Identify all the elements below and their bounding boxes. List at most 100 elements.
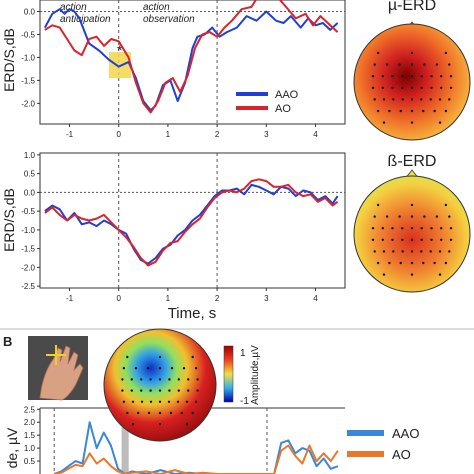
topomap-beta: ß-ERD: [353, 153, 471, 293]
electrode-dot: [373, 250, 376, 253]
colorbar-max: 1: [240, 348, 246, 359]
topomap-beta-title: ß-ERD: [388, 153, 437, 170]
hand-photo: [28, 336, 88, 401]
electrode-dot: [444, 109, 448, 113]
x-tick-label: 1: [166, 130, 171, 139]
head-map: [353, 175, 471, 293]
electrode-dot: [182, 367, 186, 370]
electrode-dot: [444, 51, 448, 55]
electrode-dot: [381, 238, 384, 241]
y-tick-label: 1.5: [24, 431, 36, 440]
electrode-dot: [435, 215, 439, 218]
electrode-dot: [420, 98, 423, 101]
y-tick-label: 0.5: [24, 170, 36, 179]
electrode-dot: [433, 261, 436, 265]
electrode-dot: [449, 227, 453, 230]
electrode-dot: [430, 75, 433, 78]
series-line-ao: [54, 444, 339, 474]
electrode-dot: [381, 227, 384, 230]
electrode-dot: [410, 227, 414, 230]
y-tick-label: -1.5: [21, 76, 35, 85]
legend: AAO AO: [347, 426, 419, 462]
electrode-dot: [410, 238, 414, 241]
electrode-dot: [429, 250, 432, 253]
x-tick-label: 2: [215, 294, 220, 303]
electrode-dot: [126, 355, 129, 359]
plot-frame: [39, 152, 346, 289]
electrode-dot: [381, 86, 384, 90]
electrode-dot: [382, 250, 386, 253]
electrode-dot: [385, 63, 389, 66]
electrode-dot: [448, 63, 451, 66]
electrode-dot: [391, 238, 394, 241]
electrode-dot: [177, 378, 180, 381]
electrode-dot: [196, 389, 199, 392]
electrode-dot: [122, 400, 126, 403]
head-map: [103, 328, 217, 442]
legend-label-aao: AAO: [392, 426, 419, 441]
y-tick-label: 2.0: [24, 418, 36, 427]
panel-b-label: B: [3, 334, 12, 349]
electrode-dot: [191, 411, 194, 415]
electrode-dot: [140, 389, 143, 392]
legend-label-ao: AO: [392, 447, 411, 462]
electrode-dot: [438, 121, 442, 124]
x-axis-label: Time, s: [168, 305, 217, 322]
electrode-dot: [440, 86, 443, 90]
electrode-dot: [158, 355, 162, 359]
electrode-dot: [147, 411, 151, 415]
electrode-dot: [371, 238, 375, 241]
topomap-amplitude: [103, 328, 217, 442]
significance-star: *: [117, 42, 123, 58]
y-tick-label: 1.0: [24, 151, 36, 160]
electrode-dot: [449, 238, 453, 241]
electrode-dot: [130, 378, 133, 381]
y-tick-label: 0.0: [24, 7, 36, 16]
electrode-dot: [410, 121, 414, 124]
chart-beta-erd: 1.0 0.5 0.0 -0.5 -1.0 -1.5 -2.0 -2.5 -1 0 1 2 3 4 ER…: [1, 151, 346, 322]
electrode-dot: [169, 411, 173, 415]
head-map: [353, 23, 471, 141]
x-tick-label: 0: [116, 294, 121, 303]
electrode-dot: [391, 86, 394, 90]
electrode-dot: [170, 367, 174, 370]
electrode-dot: [388, 261, 391, 265]
electrode-dot: [392, 98, 395, 101]
electrode-dot: [187, 389, 190, 392]
x-tick-label: 1: [166, 294, 171, 303]
electrode-dot: [420, 238, 423, 241]
electrode-dot: [388, 109, 391, 113]
electrode-dot: [392, 250, 395, 253]
x-tick-label: -1: [66, 130, 74, 139]
electrode-dot: [410, 203, 414, 207]
electrode-dot: [146, 367, 150, 370]
electrode-dot: [140, 378, 143, 381]
electrode-dot: [420, 227, 423, 230]
y-tick-label: -1.0: [21, 53, 35, 62]
annotation-observation: observation: [143, 14, 195, 25]
y-tick-label: 0.5: [24, 457, 36, 466]
electrode-dot: [410, 75, 414, 78]
x-tick-label: 3: [264, 294, 269, 303]
annotation-action-2: action: [143, 2, 170, 13]
electrode-dot: [410, 250, 414, 253]
electrode-dot: [371, 75, 375, 78]
electrode-dot: [373, 98, 376, 101]
legend-label-aao: AAO: [275, 89, 299, 101]
electrode-dot: [401, 238, 404, 241]
electrode-dot: [410, 215, 414, 218]
electrode-dot: [140, 400, 144, 403]
electrode-dot: [410, 261, 414, 265]
electrode-dot: [429, 98, 432, 101]
electrode-dot: [194, 367, 198, 370]
electrode-dot: [382, 121, 386, 124]
electrode-dot: [168, 389, 171, 392]
electrode-dot: [385, 215, 389, 218]
electrode-dot: [122, 367, 126, 370]
topomap-mu-title: µ-ERD: [388, 0, 436, 14]
electrode-dot: [176, 400, 180, 403]
electrode-dot: [399, 109, 402, 113]
electrode-dot: [376, 51, 380, 55]
electrode-dot: [371, 227, 375, 230]
